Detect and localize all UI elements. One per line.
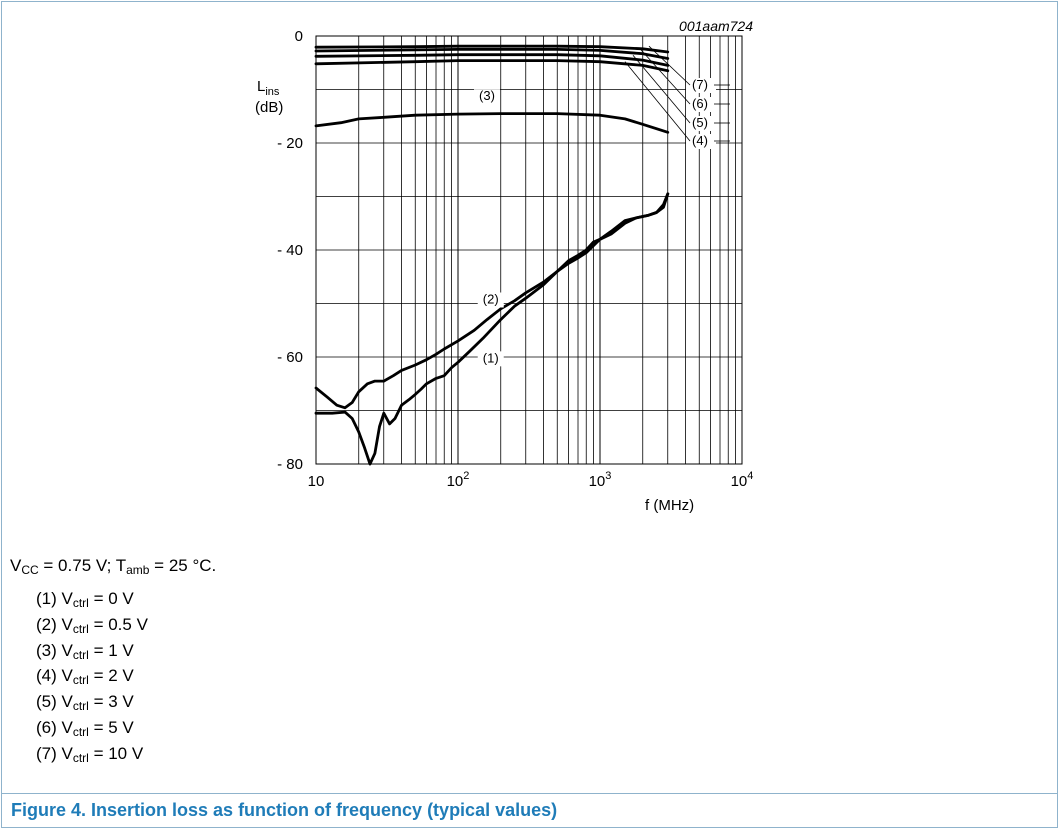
y-tick-label: - 80 (277, 456, 303, 473)
y-axis-label-sub: ins (265, 86, 280, 98)
legend-sub: ctrl (72, 596, 89, 610)
series-label-bg (686, 78, 716, 93)
y-tick-label: - 20 (277, 135, 303, 152)
series-label-bg (477, 351, 504, 367)
series-layer (314, 44, 670, 466)
legend-pre: V (56, 743, 73, 763)
legend-post: = 0 V (88, 589, 134, 608)
cond-vcc-rest: = 0.75 V; T (38, 556, 127, 575)
series-line (314, 192, 670, 410)
series-label-bg (686, 116, 716, 131)
series-label: (1) (483, 350, 499, 365)
cond-vcc-sub: CC (21, 563, 39, 577)
legend-sub: ctrl (72, 621, 89, 636)
insertion-loss-chart: (1) (2) (3) (4) (5) (6) (7) 0 - 20 - 40 - 60 - 80 1… (255, 18, 753, 514)
x-axis-label: f (MHz) (645, 497, 694, 514)
series-label: (2) (483, 292, 499, 307)
legend-item: (1) Vctrl = 0 V (36, 586, 148, 612)
y-axis-label: Lins (257, 78, 280, 98)
x-tick-label: 102 (447, 470, 470, 490)
series-label-bg (686, 134, 716, 149)
legend-item: (6) Vctrl = 5 V (36, 715, 148, 741)
series-line (314, 48, 670, 60)
legend-pre: V (56, 666, 73, 686)
legend-tag: (2) (36, 614, 57, 634)
y-axis-label-main: L (257, 78, 265, 95)
legend-list: (1) Vctrl = 0 V (2) Vctrl = 0.5 V (3) Vc… (36, 586, 148, 767)
legend-sub: ctrl (72, 647, 89, 662)
legend-pre: V (56, 692, 73, 712)
legend-pre: V (56, 589, 73, 608)
test-conditions: VCC = 0.75 V; Tamb = 25 °C. (10, 556, 216, 576)
y-tick-label: - 40 (277, 242, 303, 259)
x-tick-label: 10 (308, 473, 325, 490)
legend-item: (7) Vctrl = 10 V (36, 741, 148, 767)
x-tick-exponent: 4 (747, 470, 753, 482)
y-tick-label: 0 (295, 28, 303, 45)
legend-tag: (5) (36, 692, 57, 712)
cond-vcc: V (10, 556, 22, 575)
figure-code: 001aam724 (679, 18, 753, 34)
legend-tag: (4) (36, 666, 57, 686)
legend-pre: V (56, 640, 73, 660)
legend-post: = 1 V (88, 640, 134, 660)
legend-pre: V (56, 614, 73, 634)
legend-post: = 3 V (88, 692, 134, 712)
x-tick-exponent: 2 (463, 470, 469, 482)
series-line (314, 53, 670, 67)
leader-line (648, 45, 691, 86)
x-tick-label: 103 (589, 470, 612, 490)
legend-tag: (6) (36, 717, 57, 737)
series-label-bg (686, 97, 716, 112)
series-label-bg (473, 89, 500, 105)
series-line (314, 112, 670, 134)
series-label: (4) (692, 133, 708, 148)
legend-item: (5) Vctrl = 3 V (36, 689, 148, 715)
legend-post: = 0.5 V (88, 614, 148, 634)
leader-line (632, 55, 691, 124)
legend-item: (4) Vctrl = 2 V (36, 663, 148, 689)
legend-item: (3) Vctrl = 1 V (36, 638, 148, 664)
figure-caption: Figure 4. Insertion loss as function of … (11, 800, 558, 820)
series-line (314, 192, 670, 466)
series-label: (6) (692, 96, 708, 111)
series-line (314, 59, 670, 73)
leader-line (640, 49, 691, 105)
legend-tag: (3) (36, 640, 57, 660)
annotation-layer: (1) (2) (3) (4) (5) (6) (7) (473, 45, 730, 367)
series-line (314, 44, 670, 54)
x-tick-exponent: 3 (605, 470, 611, 482)
caption-bar: Figure 4. Insertion loss as function of … (1, 793, 1058, 828)
legend-item: (2) Vctrl = 0.5 V (36, 612, 148, 638)
series-label: (5) (692, 115, 708, 130)
legend-sub: ctrl (72, 699, 89, 714)
plot-border (315, 35, 743, 465)
legend-tag: (1) (36, 589, 57, 608)
y-axis-unit: (dB) (255, 99, 283, 116)
legend-post: = 2 V (88, 666, 134, 686)
legend-sub: ctrl (72, 673, 89, 688)
legend-sub: ctrl (72, 724, 89, 739)
legend-pre: V (56, 717, 73, 737)
series-label: (7) (692, 77, 708, 92)
legend-tag: (7) (36, 743, 57, 763)
legend-post: = 10 V (88, 743, 144, 763)
series-label-bg (477, 292, 504, 308)
x-tick-label: 104 (731, 470, 754, 490)
legend-sub: ctrl (72, 750, 89, 765)
cond-tamb-sub: amb (126, 563, 150, 577)
legend-post: = 5 V (88, 717, 134, 737)
plot-grid (316, 36, 742, 464)
tick-labels: 0 - 20 - 40 - 60 - 80 10 102 103 104 (277, 28, 753, 490)
leader-line (624, 61, 691, 142)
y-tick-label: - 60 (277, 349, 303, 366)
cond-tamb-rest: = 25 °C. (149, 556, 217, 575)
series-label: (3) (479, 88, 495, 103)
